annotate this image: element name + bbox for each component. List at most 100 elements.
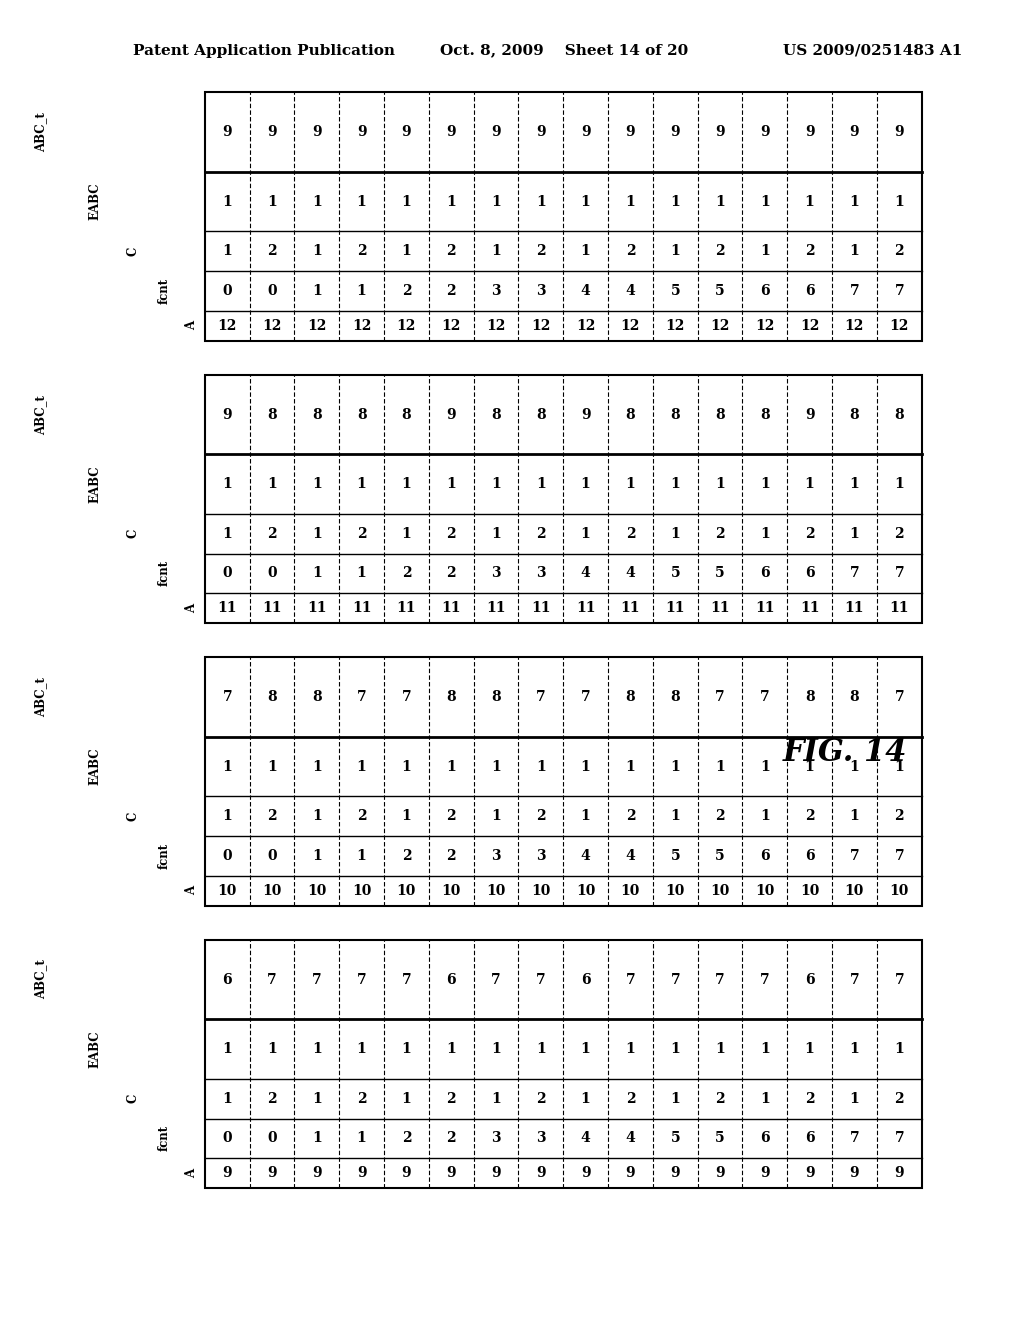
Text: 8: 8 — [626, 690, 635, 704]
Text: 11: 11 — [441, 601, 461, 615]
Text: 2: 2 — [894, 809, 904, 824]
Text: 4: 4 — [626, 849, 635, 863]
Text: 7: 7 — [671, 973, 680, 986]
Text: 1: 1 — [492, 194, 501, 209]
Text: 9: 9 — [492, 125, 501, 139]
Text: 8: 8 — [536, 408, 546, 421]
Text: 9: 9 — [312, 125, 322, 139]
Text: 3: 3 — [536, 1131, 546, 1146]
Text: C: C — [127, 1094, 139, 1104]
Text: 1: 1 — [850, 759, 859, 774]
Text: 11: 11 — [396, 601, 416, 615]
Text: 10: 10 — [575, 883, 595, 898]
Text: 1: 1 — [626, 759, 635, 774]
Text: 7: 7 — [536, 690, 546, 704]
Text: 1: 1 — [850, 1041, 859, 1056]
Text: 9: 9 — [446, 1166, 456, 1180]
Text: 2: 2 — [626, 809, 635, 824]
Text: EABC: EABC — [88, 182, 101, 220]
Text: 2: 2 — [446, 1092, 456, 1106]
Text: ABC_t: ABC_t — [35, 395, 47, 434]
Text: 1: 1 — [581, 477, 591, 491]
Text: 11: 11 — [217, 601, 237, 615]
Text: 1: 1 — [401, 244, 412, 259]
Text: 1: 1 — [760, 194, 770, 209]
Text: 7: 7 — [715, 690, 725, 704]
Text: 10: 10 — [666, 883, 685, 898]
Text: 2: 2 — [446, 527, 456, 541]
Text: 5: 5 — [671, 1131, 680, 1146]
Text: 1: 1 — [312, 477, 322, 491]
Text: 8: 8 — [760, 408, 770, 421]
Text: 7: 7 — [850, 973, 859, 986]
Text: 8: 8 — [805, 690, 814, 704]
Text: 2: 2 — [715, 527, 725, 541]
Text: 8: 8 — [894, 408, 904, 421]
Text: 7: 7 — [894, 566, 904, 581]
Text: 6: 6 — [805, 849, 814, 863]
Text: 1: 1 — [267, 1041, 276, 1056]
Text: 8: 8 — [715, 408, 725, 421]
Text: 0: 0 — [267, 849, 276, 863]
Text: 1: 1 — [401, 809, 412, 824]
Text: 2: 2 — [626, 244, 635, 259]
Text: C: C — [127, 529, 139, 539]
Text: 7: 7 — [492, 973, 501, 986]
Text: 5: 5 — [715, 284, 725, 298]
Text: 9: 9 — [446, 125, 456, 139]
Text: 2: 2 — [446, 284, 456, 298]
Text: EABC: EABC — [88, 747, 101, 785]
Text: 4: 4 — [581, 849, 591, 863]
Text: 12: 12 — [352, 318, 372, 333]
Text: 7: 7 — [222, 690, 232, 704]
Text: 1: 1 — [626, 477, 635, 491]
Text: FIG. 14: FIG. 14 — [782, 737, 907, 768]
Text: 1: 1 — [805, 194, 814, 209]
Text: 3: 3 — [536, 849, 546, 863]
Text: 1: 1 — [850, 244, 859, 259]
Text: 8: 8 — [267, 690, 276, 704]
Text: 3: 3 — [492, 1131, 501, 1146]
Text: 10: 10 — [352, 883, 372, 898]
Text: 8: 8 — [492, 690, 501, 704]
Text: 10: 10 — [217, 883, 237, 898]
Text: 2: 2 — [356, 244, 367, 259]
Text: Patent Application Publication: Patent Application Publication — [133, 44, 395, 58]
Text: 9: 9 — [760, 125, 770, 139]
Text: C: C — [127, 812, 139, 821]
Text: 8: 8 — [267, 408, 276, 421]
Text: 2: 2 — [446, 566, 456, 581]
Text: A: A — [185, 886, 199, 895]
Text: 9: 9 — [267, 1166, 276, 1180]
Text: 1: 1 — [356, 759, 367, 774]
Text: 1: 1 — [312, 1131, 322, 1146]
Text: 2: 2 — [894, 244, 904, 259]
Text: 7: 7 — [267, 973, 276, 986]
Text: 7: 7 — [401, 690, 412, 704]
Text: ABC_t: ABC_t — [35, 112, 47, 152]
Text: 11: 11 — [575, 601, 595, 615]
Text: 12: 12 — [262, 318, 282, 333]
Text: 1: 1 — [581, 1092, 591, 1106]
Text: 9: 9 — [760, 1166, 770, 1180]
Text: 9: 9 — [581, 125, 591, 139]
Text: 1: 1 — [492, 477, 501, 491]
Text: 6: 6 — [760, 849, 770, 863]
Text: 9: 9 — [850, 1166, 859, 1180]
Text: 9: 9 — [671, 1166, 680, 1180]
Text: 9: 9 — [581, 1166, 591, 1180]
Text: ABC_t: ABC_t — [35, 677, 47, 717]
Text: 5: 5 — [671, 566, 680, 581]
Text: 1: 1 — [760, 1041, 770, 1056]
Text: 1: 1 — [850, 194, 859, 209]
Text: 7: 7 — [626, 973, 635, 986]
Text: 2: 2 — [805, 809, 814, 824]
Text: 0: 0 — [267, 566, 276, 581]
Text: 1: 1 — [356, 1131, 367, 1146]
Text: 1: 1 — [760, 809, 770, 824]
Text: 1: 1 — [671, 477, 680, 491]
Text: 2: 2 — [715, 809, 725, 824]
Text: 3: 3 — [492, 849, 501, 863]
Text: 1: 1 — [850, 477, 859, 491]
Text: 4: 4 — [626, 1131, 635, 1146]
